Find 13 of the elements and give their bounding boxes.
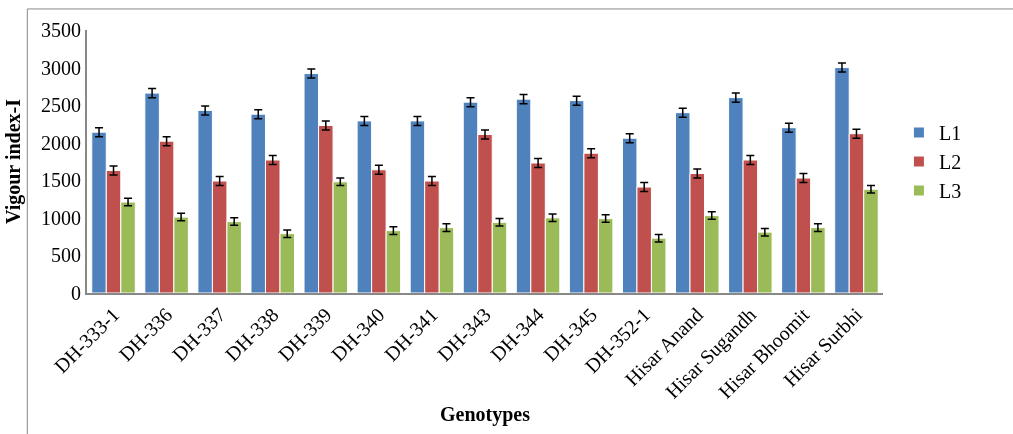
y-axis-title: Vigour index-I bbox=[2, 98, 25, 225]
legend-label: L1 bbox=[938, 122, 962, 145]
y-tick-label: 500 bbox=[51, 244, 81, 267]
y-tick-label: 2500 bbox=[41, 94, 81, 117]
y-tick-label: 2000 bbox=[41, 131, 81, 154]
x-axis-title: Genotypes bbox=[440, 403, 531, 427]
y-tick-label: 1500 bbox=[41, 169, 81, 192]
y-tick-label: 0 bbox=[71, 282, 81, 304]
y-tick-label: 3000 bbox=[41, 56, 81, 79]
legend-label: L3 bbox=[938, 180, 962, 203]
y-tick-label: 1000 bbox=[41, 206, 81, 229]
y-tick-label: 3500 bbox=[41, 19, 81, 41]
legend-label: L2 bbox=[938, 151, 962, 174]
